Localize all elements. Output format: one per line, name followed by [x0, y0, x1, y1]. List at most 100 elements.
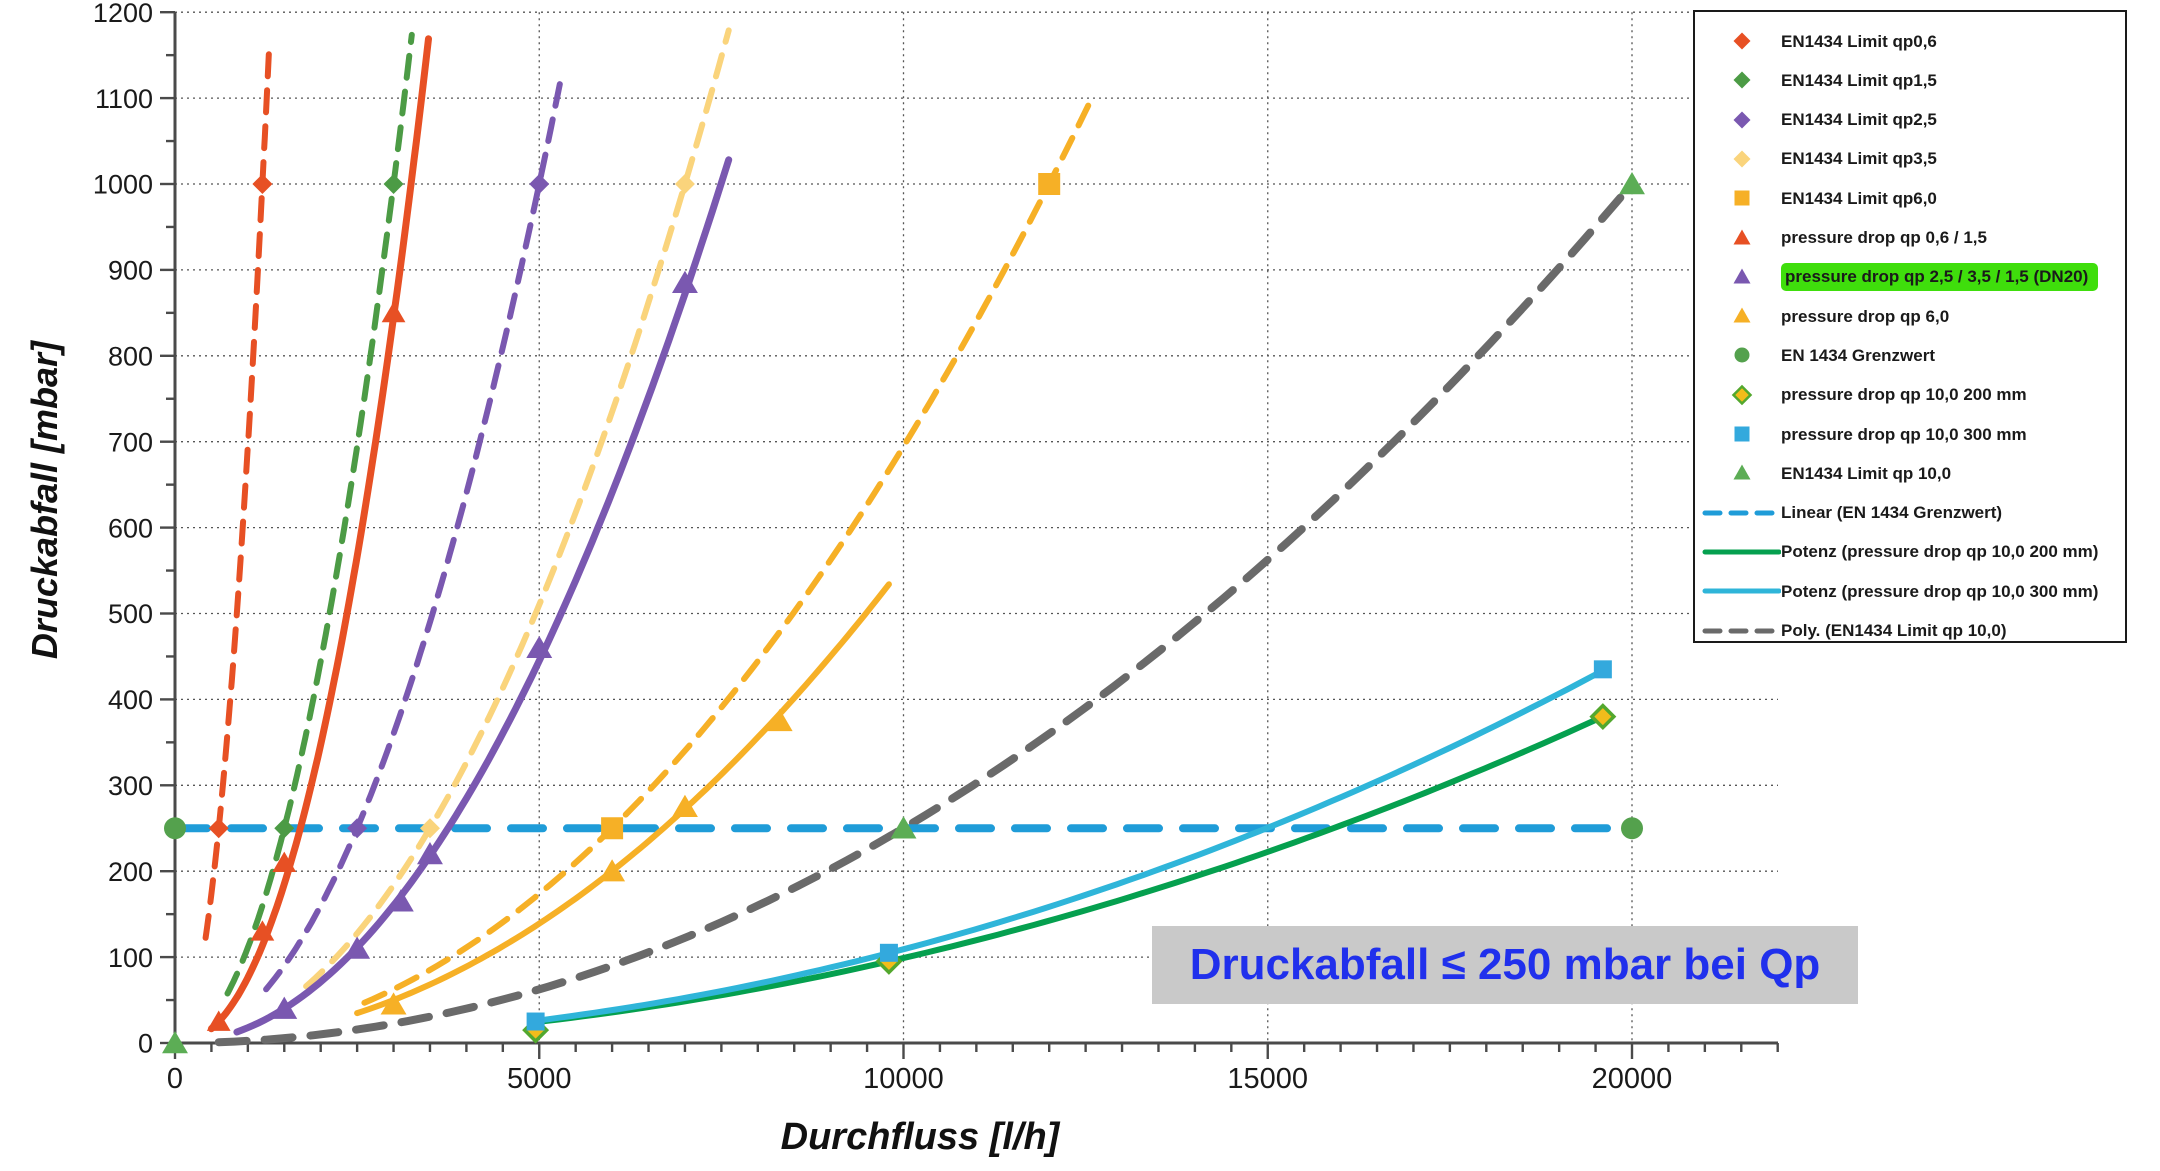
legend-label: Poly. (EN1434 Limit qp 10,0): [1781, 621, 2007, 640]
annotation-text: Druckabfall ≤ 250 mbar bei Qp: [1189, 940, 1821, 989]
series-curve-0: [202, 47, 272, 941]
legend-label: pressure drop qp 10,0 300 mm: [1781, 424, 2027, 444]
y-tick-label: 600: [108, 513, 153, 543]
marker-diamond: [674, 174, 695, 194]
marker-square: [601, 817, 624, 840]
marker-triangle: [599, 859, 626, 882]
legend-sample: [1733, 464, 1751, 480]
legend-item: EN1434 Limit qp0,6: [1695, 24, 2125, 58]
series-curve-4: [361, 93, 1096, 1006]
legend-label: pressure drop qp 2,5 / 3,5 / 1,5 (DN20): [1781, 262, 2099, 291]
legend-sample: [1734, 426, 1750, 442]
x-tick-label: 0: [167, 1063, 183, 1095]
series-curve-14: [532, 667, 1606, 1024]
legend-label: Potenz (pressure drop qp 10,0 300 mm): [1781, 581, 2099, 601]
y-tick-label: 0: [138, 1029, 153, 1059]
marker-circle: [164, 817, 186, 840]
legend-line-icon: [1702, 628, 1781, 633]
marker-triangle: [381, 301, 406, 323]
y-tick-label: 100: [108, 943, 153, 973]
legend-item: pressure drop qp 10,0 200 mm: [1695, 378, 2125, 412]
legend-item: pressure drop qp 2,5 / 3,5 / 1,5 (DN20): [1695, 260, 2125, 294]
legend-item: Poly. (EN1434 Limit qp 10,0): [1695, 614, 2125, 648]
marker-triangle: [162, 1031, 188, 1054]
marker-triangle: [272, 851, 297, 872]
legend-label: EN 1434 Grenzwert: [1781, 345, 1936, 365]
y-tick-label: 200: [108, 857, 153, 887]
legend-label: EN1434 Limit qp0,6: [1781, 31, 1937, 51]
series-curve-15: [214, 180, 1636, 1047]
legend-item: EN1434 Limit qp 10,0: [1695, 456, 2125, 490]
x-axis-title: Durchfluss [l/h]: [620, 1116, 1220, 1159]
legend-item: EN 1434 Grenzwert: [1695, 338, 2125, 372]
marker-diamond: [252, 174, 273, 194]
legend-label: EN1434 Limit qp2,5: [1781, 110, 1937, 130]
legend-label: pressure drop qp 0,6 / 1,5: [1781, 228, 1987, 247]
legend-label: EN1434 Limit qp3,5: [1781, 149, 1937, 169]
legend-label: Potenz (pressure drop qp 10,0 200 mm): [1781, 542, 2099, 562]
legend-triangle-icon: [1733, 229, 1751, 244]
x-axis-title-text: Durchfluss [l/h]: [780, 1116, 1060, 1158]
marker-triangle: [526, 635, 553, 659]
legend-sample: [1733, 307, 1751, 323]
legend-diamond-icon: [1733, 111, 1751, 129]
marker-square: [1593, 660, 1612, 679]
legend-item: Linear (EN 1434 Grenzwert): [1695, 496, 2125, 530]
marker-triangle: [1619, 172, 1645, 195]
legend-triangle-icon: [1733, 307, 1751, 323]
legend-sample: [1733, 229, 1751, 244]
series-curve-2: [263, 74, 565, 993]
series-curve-7: [354, 581, 892, 1017]
marker-triangle: [417, 842, 443, 865]
marker-diamond: [383, 174, 404, 194]
legend-item: EN1434 Limit qp3,5: [1695, 142, 2125, 176]
legend-item: Potenz (pressure drop qp 10,0 200 mm): [1695, 535, 2125, 569]
legend-sample: [1731, 384, 1753, 405]
marker-triangle: [671, 270, 698, 293]
legend-item: EN1434 Limit qp6,0: [1695, 181, 2125, 215]
y-tick-label: 800: [108, 342, 153, 372]
x-tick-label: 5000: [507, 1063, 572, 1095]
marker-diamond: [208, 818, 229, 839]
legend-label: EN1434 Limit qp1,5: [1781, 70, 1937, 90]
legend-square-icon: [1734, 426, 1750, 442]
y-tick-label: 500: [108, 599, 153, 629]
legend-label: EN1434 Limit qp 10,0: [1781, 463, 1952, 483]
marker-triangle: [344, 936, 371, 959]
legend-label: pressure drop qp 6,0: [1781, 306, 1950, 326]
x-tick-label: 10000: [863, 1063, 944, 1095]
marker-diamond: [347, 818, 368, 839]
x-tick-label: 20000: [1592, 1063, 1673, 1095]
legend-sample: [1734, 190, 1750, 206]
marker-triangle: [380, 992, 407, 1015]
marker-square: [879, 943, 898, 962]
legend-label: pressure drop qp 10,0 200 mm: [1781, 385, 2027, 405]
legend-label: Linear (EN 1434 Grenzwert): [1781, 503, 2003, 523]
legend-diamond-icon: [1733, 71, 1751, 89]
legend-square-icon: [1734, 190, 1750, 206]
marker-diamond: [529, 174, 550, 194]
y-axis-title-text: Druckabfall [mbar]: [24, 340, 65, 660]
y-tick-label: 700: [108, 427, 153, 457]
legend-sample: [1733, 32, 1751, 50]
legend-item: Potenz (pressure drop qp 10,0 300 mm): [1695, 574, 2125, 608]
marker-triangle: [250, 920, 275, 941]
marker-triangle: [766, 708, 793, 732]
series-curve-6: [233, 156, 733, 1036]
series-curve-3: [303, 27, 732, 990]
legend-sample: [1734, 347, 1750, 363]
y-tick-label: 400: [108, 685, 153, 715]
legend-diamond-icon: [1733, 150, 1751, 168]
marker-square: [526, 1012, 545, 1031]
series-curve-1: [224, 31, 415, 997]
marker-square: [1038, 173, 1061, 195]
legend-circle-icon: [1734, 347, 1750, 363]
annotation-box: Druckabfall ≤ 250 mbar bei Qp: [1152, 926, 1858, 1004]
legend-line-icon: [1702, 510, 1781, 516]
y-tick-label: 1000: [93, 170, 153, 200]
legend-sample: [1733, 71, 1751, 89]
y-tick-label: 900: [108, 256, 153, 286]
marker-triangle: [387, 889, 414, 912]
y-axis-title: Druckabfall [mbar]: [14, 140, 76, 860]
